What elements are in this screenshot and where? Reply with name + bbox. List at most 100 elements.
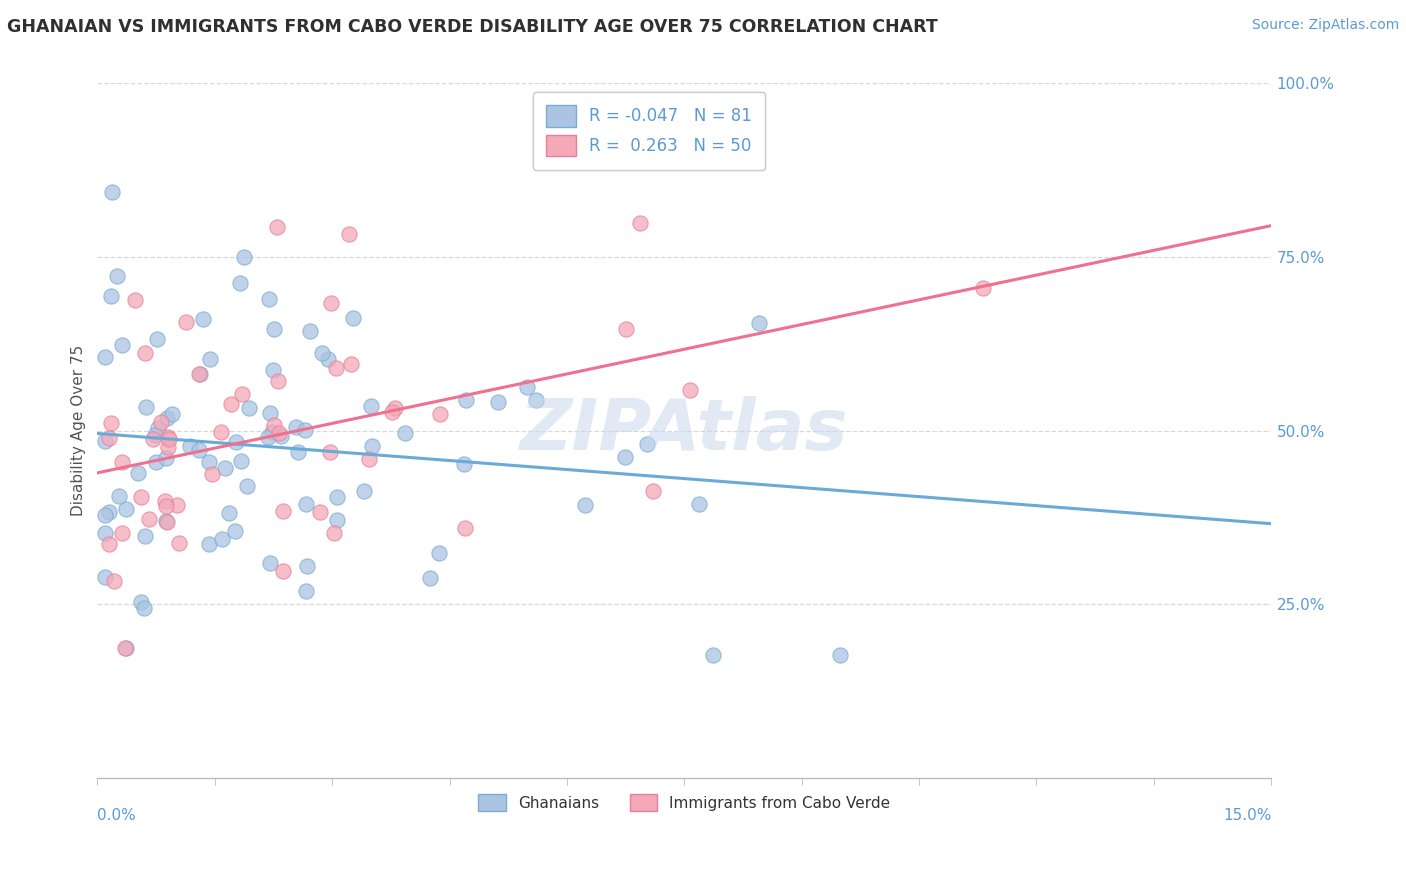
Point: [143, 428, 166, 442]
Point: [353, 484, 375, 499]
Point: [325, 490, 347, 504]
Point: [688, 497, 710, 511]
Point: [156, 516, 179, 530]
Y-axis label: Disability Age Over 75: Disability Age Over 75: [72, 345, 86, 516]
Point: [190, 367, 212, 381]
Point: [150, 415, 173, 429]
Point: [318, 351, 340, 366]
Point: [360, 399, 382, 413]
Point: [211, 532, 233, 546]
Point: [167, 536, 190, 550]
Point: [325, 360, 347, 375]
Point: [214, 461, 236, 475]
Point: [98, 505, 121, 519]
Point: [100, 288, 122, 302]
Point: [271, 564, 294, 578]
Point: [187, 367, 209, 381]
Point: [157, 440, 180, 454]
Point: [200, 467, 222, 481]
Point: [138, 511, 160, 525]
Point: [340, 357, 363, 371]
Point: [384, 401, 406, 416]
Point: [145, 332, 167, 346]
Point: [256, 430, 278, 444]
Point: [94, 508, 117, 522]
Point: [427, 546, 450, 560]
Point: [142, 432, 165, 446]
Point: [94, 526, 117, 541]
Point: [224, 524, 246, 538]
Point: [263, 322, 285, 336]
Point: [188, 442, 211, 457]
Text: 0.0%: 0.0%: [97, 808, 136, 823]
Point: [429, 407, 451, 421]
Point: [270, 429, 292, 443]
Point: [129, 595, 152, 609]
Point: [162, 407, 184, 421]
Point: [294, 497, 316, 511]
Point: [297, 558, 319, 573]
Point: [381, 405, 404, 419]
Point: [287, 444, 309, 458]
Point: [155, 493, 177, 508]
Point: [516, 379, 538, 393]
Point: [218, 506, 240, 520]
Point: [209, 425, 232, 439]
Point: [97, 431, 120, 445]
Text: GHANAIAN VS IMMIGRANTS FROM CABO VERDE DISABILITY AGE OVER 75 CORRELATION CHART: GHANAIAN VS IMMIGRANTS FROM CABO VERDE D…: [7, 18, 938, 36]
Point: [101, 185, 124, 199]
Point: [628, 216, 651, 230]
Text: Source: ZipAtlas.com: Source: ZipAtlas.com: [1251, 18, 1399, 32]
Point: [319, 445, 342, 459]
Point: [453, 458, 475, 472]
Point: [309, 505, 332, 519]
Point: [325, 513, 347, 527]
Point: [132, 601, 155, 615]
Point: [94, 351, 117, 365]
Point: [155, 499, 177, 513]
Point: [257, 293, 280, 307]
Point: [114, 640, 136, 655]
Point: [134, 529, 156, 543]
Point: [231, 386, 253, 401]
Point: [269, 425, 291, 440]
Point: [97, 537, 120, 551]
Point: [193, 311, 215, 326]
Point: [127, 466, 149, 480]
Point: [157, 430, 180, 444]
Point: [114, 501, 136, 516]
Point: [361, 439, 384, 453]
Point: [263, 418, 285, 433]
Point: [129, 490, 152, 504]
Point: [524, 393, 547, 408]
Point: [284, 420, 307, 434]
Point: [319, 296, 342, 310]
Point: [145, 455, 167, 469]
Point: [574, 498, 596, 512]
Point: [259, 406, 281, 420]
Point: [311, 346, 333, 360]
Text: ZIPAtlas: ZIPAtlas: [520, 396, 849, 466]
Point: [166, 498, 188, 512]
Legend: Ghanaians, Immigrants from Cabo Verde: Ghanaians, Immigrants from Cabo Verde: [471, 786, 898, 819]
Point: [394, 426, 416, 441]
Point: [174, 315, 197, 329]
Point: [238, 401, 260, 416]
Point: [111, 526, 134, 541]
Point: [231, 454, 253, 468]
Point: [225, 434, 247, 449]
Point: [636, 437, 658, 451]
Point: [262, 362, 284, 376]
Point: [294, 423, 316, 437]
Point: [235, 479, 257, 493]
Point: [828, 648, 851, 662]
Point: [342, 311, 364, 326]
Point: [179, 439, 201, 453]
Text: 15.0%: 15.0%: [1223, 808, 1271, 823]
Point: [972, 280, 994, 294]
Point: [229, 276, 252, 290]
Point: [748, 317, 770, 331]
Point: [262, 425, 284, 439]
Point: [197, 455, 219, 469]
Point: [454, 521, 477, 535]
